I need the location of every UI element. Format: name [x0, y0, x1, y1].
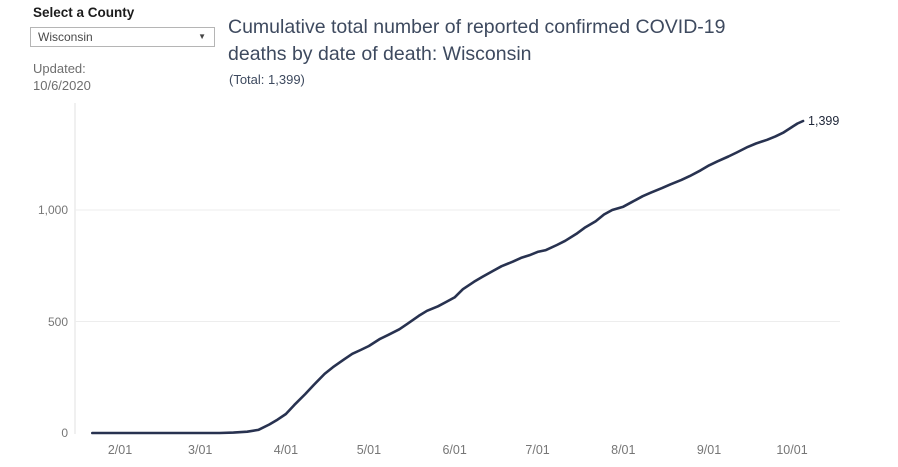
- line-end-value-label: 1,399: [808, 114, 840, 129]
- x-axis-tick-label: 4/01: [273, 443, 299, 457]
- updated-date: 10/6/2020: [33, 78, 91, 93]
- x-axis-tick-label: 9/01: [696, 443, 722, 457]
- deaths-line-series[interactable]: [91, 119, 805, 435]
- x-axis-tick-label: 3/01: [188, 443, 213, 457]
- x-axis-tick-label: 2/01: [107, 443, 133, 457]
- y-axis-tick-label: 0: [61, 426, 68, 440]
- y-axis-tick-label: 1,000: [37, 203, 68, 217]
- page-title: Cumulative total number of reported conf…: [228, 16, 726, 65]
- county-dropdown-value: Wisconsin: [38, 30, 93, 44]
- x-axis-tick-label: 8/01: [611, 443, 636, 457]
- x-axis-tick-label: 7/01: [525, 443, 550, 457]
- county-filter-label: Select a County: [33, 5, 135, 20]
- updated-info: Updated: 10/6/2020: [33, 60, 91, 94]
- x-axis-tick-label: 6/01: [442, 443, 467, 457]
- x-axis-tick-label: 5/01: [356, 443, 382, 457]
- updated-label: Updated:: [33, 61, 86, 76]
- chevron-down-icon: ▼: [198, 32, 206, 41]
- x-axis-tick-label: 10/01: [776, 443, 808, 457]
- y-axis-tick-label: 500: [47, 314, 68, 329]
- county-dropdown[interactable]: Wisconsin ▼: [30, 27, 215, 47]
- chart-total-subtitle: (Total: 1,399): [229, 72, 305, 87]
